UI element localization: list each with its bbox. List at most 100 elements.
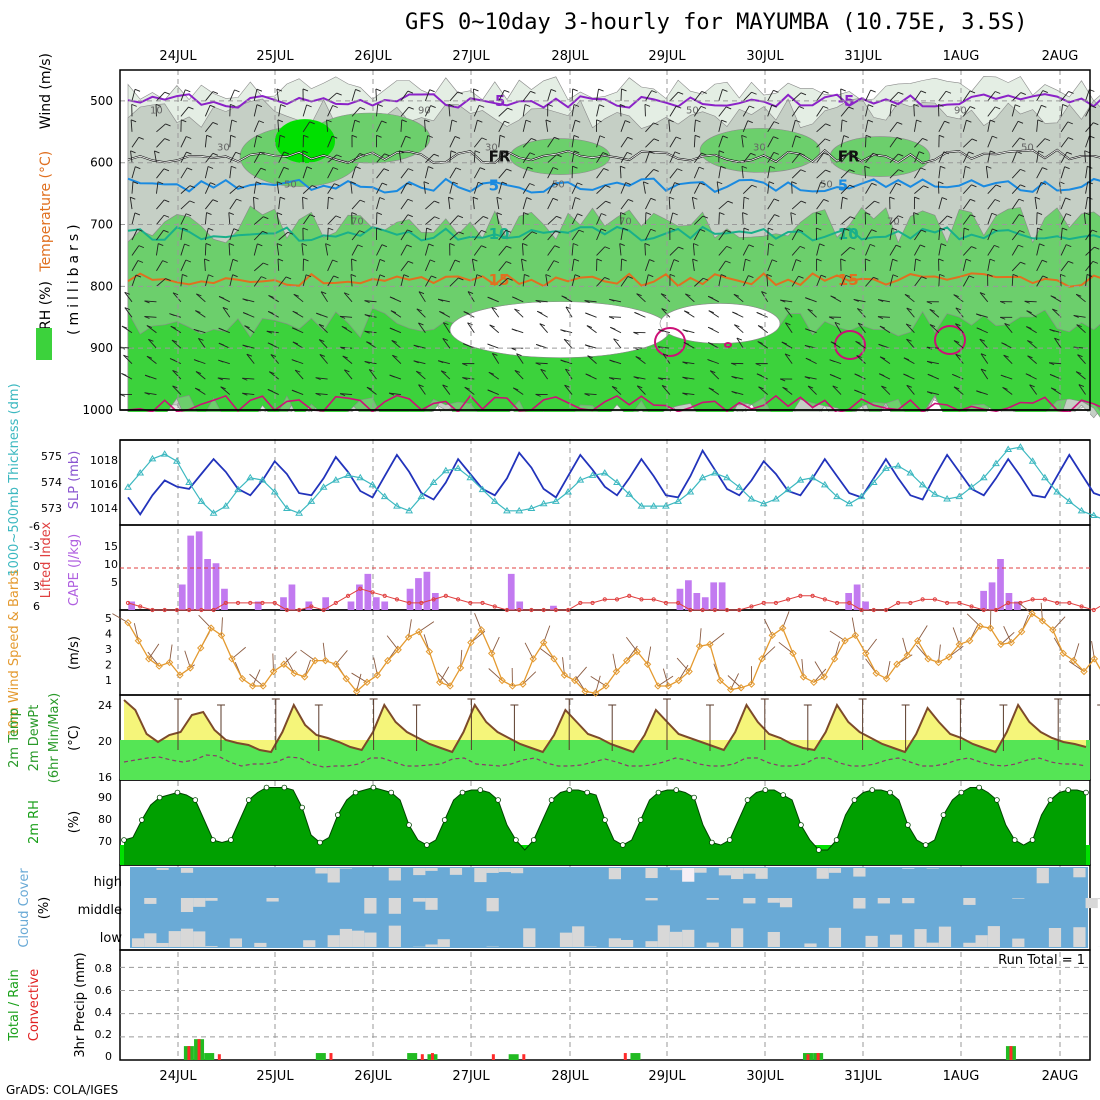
cape-bar [676, 588, 684, 610]
cape-bar [862, 601, 869, 610]
wind10-point [373, 671, 382, 679]
wind-barb-flag [877, 316, 884, 320]
wind-barb [1085, 274, 1088, 287]
wind-barb [449, 91, 459, 102]
wind10-panel [112, 601, 1100, 697]
wind-barb-flag [604, 277, 610, 280]
wind-barb [521, 243, 524, 256]
wind-barb-flag [376, 227, 382, 231]
wind-barb [742, 153, 752, 164]
wind-barb-flag [869, 243, 876, 247]
wind-barb [682, 361, 695, 365]
cloud-low [938, 926, 952, 947]
cape-bar [187, 535, 195, 610]
wind-barb-flag [669, 227, 675, 231]
lifted-index-point [235, 600, 241, 606]
wind-barb-flag [525, 119, 532, 123]
wind-barb [180, 228, 184, 241]
wind-barb-flag [1002, 386, 1008, 390]
wind-barb-flag [119, 393, 126, 397]
wind-barb-flag [381, 120, 387, 124]
wind-barb-flag [335, 215, 342, 219]
lifted-index-point [908, 600, 913, 606]
wind-barb-flag [332, 105, 338, 108]
wind-barb [1077, 354, 1086, 364]
wind-barb-flag [1062, 227, 1068, 231]
date-label-top: 25JUL [256, 49, 294, 64]
wind-barb-flag [212, 122, 218, 125]
wind-barb-flag [758, 386, 764, 390]
rh2m-tick-label: 80 [98, 813, 112, 826]
rh2m-point [192, 797, 199, 803]
wind-barb [840, 184, 850, 194]
thickness-point [331, 476, 340, 483]
thickness-point [723, 473, 731, 481]
wind-barb-flag [805, 297, 811, 301]
wind-barb [327, 154, 337, 164]
wind10-barb [761, 646, 776, 660]
wind-barb [716, 181, 720, 194]
instability-loop [934, 325, 966, 355]
wind10-barb [351, 672, 368, 683]
wind-barb-flag [768, 243, 774, 246]
lifted-index-point [125, 600, 131, 606]
cloud-high [315, 868, 328, 874]
wind10-point [778, 624, 787, 632]
isotherm-line [127, 272, 1100, 288]
wind-barb [571, 243, 574, 256]
rh2m-point [459, 789, 466, 796]
wind-barb-flag [545, 119, 552, 123]
wind-barb [498, 261, 507, 272]
cape-bar [853, 584, 861, 610]
wind-barb-flag [260, 167, 267, 171]
wind-barb [840, 152, 849, 164]
wind-barb-flag [1068, 137, 1074, 141]
wind-barb-flag [708, 342, 714, 345]
wind10-point [550, 655, 558, 663]
wind-barb [987, 228, 993, 241]
wind-barb [816, 123, 826, 133]
wind-barb [571, 150, 575, 163]
wind-barb [1011, 198, 1020, 210]
wind-barb-flag [1026, 310, 1032, 314]
wind-barb [471, 258, 475, 271]
wind-barb-flag [366, 341, 372, 345]
wind-barb-flag [512, 296, 518, 300]
wind-barb [645, 151, 650, 163]
wind-barb [596, 152, 604, 163]
wind-barb-flag [805, 357, 812, 361]
wind-barb [741, 135, 744, 148]
wind-barb [392, 354, 402, 364]
wind-barb [156, 123, 166, 133]
wind10-point [228, 655, 236, 663]
wind-barb-flag [462, 363, 468, 366]
cloud-high [339, 868, 353, 869]
cloud-middle [902, 898, 915, 904]
cloud-middle [193, 898, 206, 907]
precip-total-bar [407, 1053, 418, 1060]
wind-barb-flag [256, 104, 263, 108]
wind-barb [473, 245, 482, 256]
thickness-point [454, 464, 462, 471]
wind-barb [955, 323, 964, 334]
wind-barb-flag [621, 258, 627, 262]
thickness-tick-label: 575 [41, 450, 62, 463]
wind-barb-flag [531, 231, 538, 235]
cape-bar [212, 563, 220, 610]
wind-barb [498, 168, 507, 179]
wind-barb-flag [858, 322, 864, 326]
wind-barb [962, 259, 967, 272]
wind-barb-flag [204, 258, 210, 262]
wind-barb-flag [407, 229, 413, 233]
wind-barb [620, 258, 623, 271]
wind-barb [718, 274, 722, 287]
wind10-barb [249, 673, 264, 687]
wind-barb [1036, 90, 1044, 102]
wind-barb-flag [841, 119, 848, 123]
wind-barb-flag [865, 258, 871, 262]
wind-barb [156, 214, 165, 225]
wind-barb [400, 229, 408, 241]
rh2m-point [673, 787, 680, 793]
wind-barb [596, 104, 600, 117]
wind-barb-flag [926, 301, 933, 305]
